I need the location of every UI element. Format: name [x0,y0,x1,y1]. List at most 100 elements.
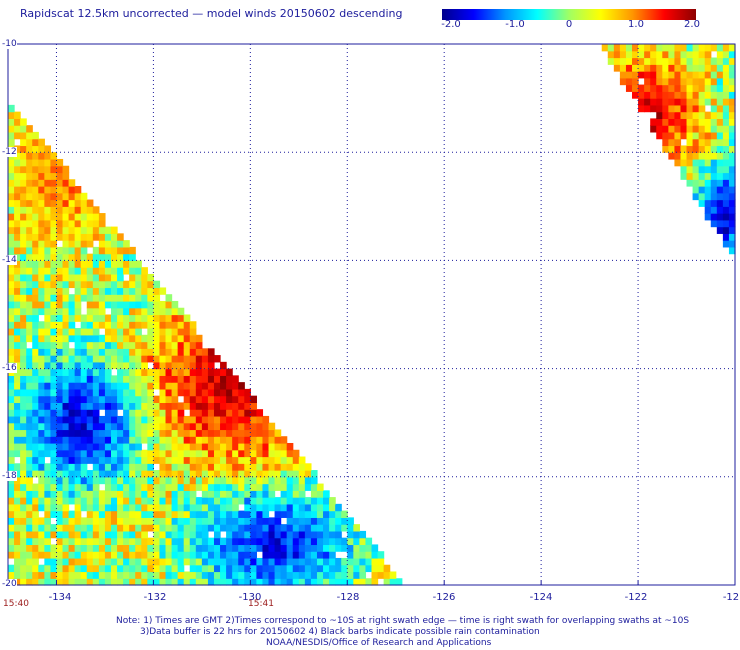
wind-cell [26,442,33,451]
wind-cell [159,463,167,471]
wind-cell [32,517,39,525]
wind-cell [310,564,318,573]
wind-cell [323,564,330,573]
wind-cell [619,57,627,65]
wind-cell [159,490,167,498]
wind-cell [292,571,300,579]
wind-cell [20,503,27,512]
wind-cell [117,517,124,525]
wind-cell [38,165,45,174]
wind-cell [56,328,64,336]
wind-cell [38,253,45,261]
wind-cell [710,98,718,106]
wind-cell [26,409,33,417]
wind-cell [38,219,45,228]
wind-cell [238,415,245,424]
wind-cell [50,172,58,180]
wind-cell [147,402,154,410]
wind-cell [50,442,58,451]
wind-cell [74,544,82,552]
wind-cell [728,91,736,99]
wind-cell [207,524,215,532]
wind-cell [686,98,694,106]
wind-cell [686,91,694,99]
wind-cell [195,544,203,552]
wind-cell [189,517,197,525]
wind-cell [56,321,64,329]
wind-cell [104,226,112,234]
wind-cell [656,98,663,106]
wind-cell [92,219,100,228]
wind-cell [104,280,112,289]
wind-cell [165,402,173,410]
wind-cell [304,564,312,573]
wind-cell [371,557,379,566]
wind-cell [98,537,106,546]
wind-cell [20,300,27,309]
wind-cell [656,91,663,99]
wind-cell [201,476,209,485]
wind-cell [262,537,270,546]
wind-cell [26,490,33,498]
wind-cell [371,544,379,552]
wind-cell [674,111,682,119]
wind-cell [716,84,724,92]
wind-cell [80,361,88,370]
wind-cell [92,483,100,491]
wind-cell [165,395,173,404]
wind-cell [226,490,233,498]
wind-cell [189,442,197,451]
wind-cell [38,429,45,437]
wind-cell [159,483,167,491]
wind-cell [304,557,312,566]
wind-cell [38,395,45,404]
wind-cell [80,388,88,397]
wind-cell [171,490,179,498]
wind-cell [44,145,52,153]
wind-cell [8,503,15,512]
wind-cell [129,375,136,383]
wind-cell [104,497,112,505]
wind-cell [44,537,52,546]
wind-cell [226,415,233,424]
wind-cell [80,456,88,464]
wind-cell [98,429,106,437]
wind-cell [686,104,694,113]
wind-cell [74,246,82,255]
wind-cell [14,328,21,336]
wind-cell [141,544,148,552]
wind-cell [38,551,45,559]
wind-cell [74,219,82,228]
wind-cell [20,131,27,140]
wind-cell [129,429,136,437]
wind-cell [165,409,173,417]
wind-cell [8,382,15,390]
wind-cell [644,50,651,59]
wind-cell [117,524,124,532]
wind-cell [177,307,185,316]
wind-cell [8,131,15,140]
wind-cell [153,355,161,363]
wind-cell [159,578,167,586]
wind-cell [8,219,15,228]
wind-cell [86,476,94,485]
wind-cell [722,84,730,92]
wind-cell [232,483,239,491]
wind-cell [44,192,52,201]
wind-cell [201,578,209,586]
wind-cell [50,233,58,241]
wind-cell [201,517,209,525]
wind-cell [226,564,233,573]
wind-cell [50,382,58,390]
wind-cell [153,287,161,295]
wind-cell [8,436,15,444]
wind-cell [68,294,76,302]
wind-cell [292,476,300,485]
wind-cell [104,361,112,370]
wind-cell [159,409,167,417]
wind-cell [692,77,700,86]
wind-cell [32,246,39,255]
wind-cell [117,307,124,316]
wind-cell [123,436,130,444]
wind-cell [135,483,142,491]
